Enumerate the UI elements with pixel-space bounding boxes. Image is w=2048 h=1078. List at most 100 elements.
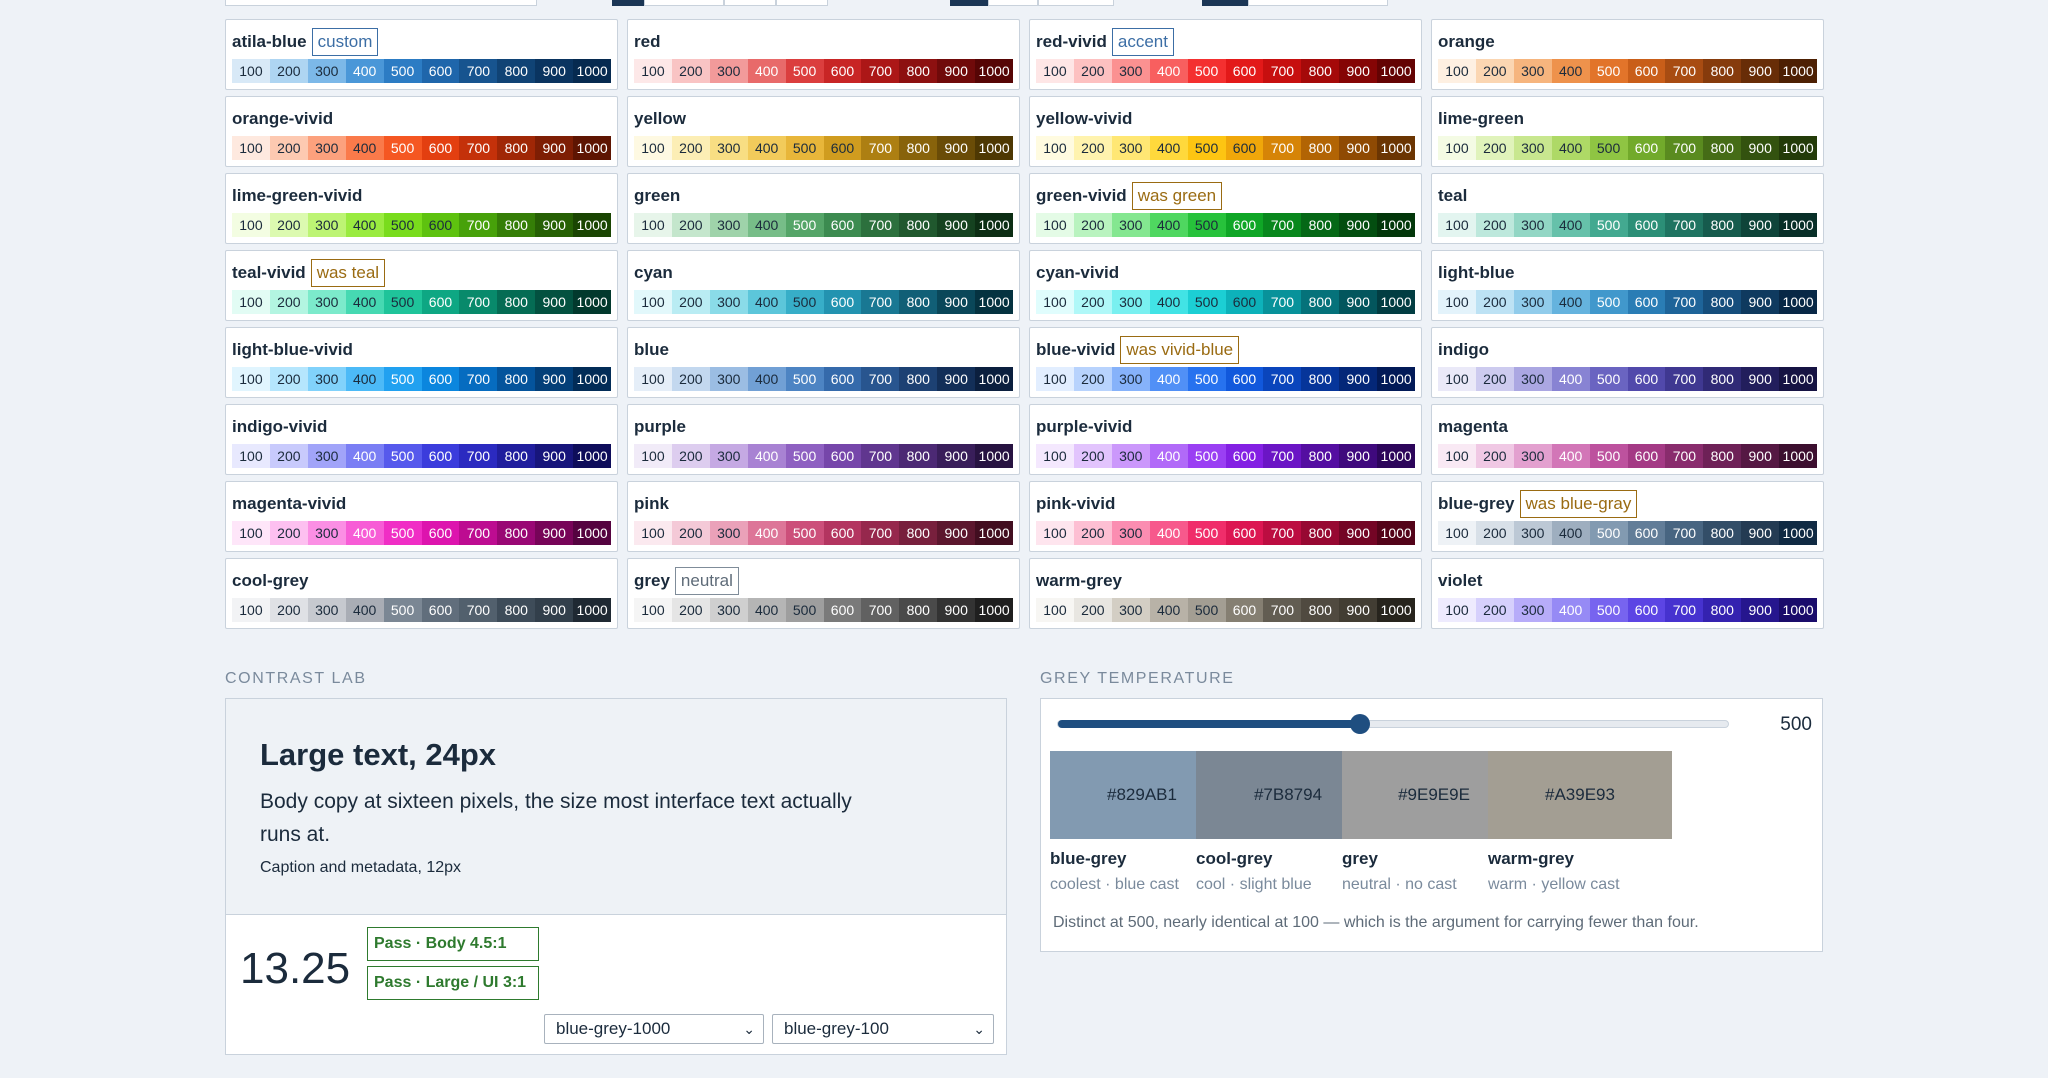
swatch-teal-vivid-1000[interactable]: 1000 [573, 290, 612, 314]
swatch-green-500[interactable]: 500 [785, 213, 824, 237]
swatch-grey-500[interactable]: 500 [785, 598, 824, 622]
swatch-orange-700[interactable]: 700 [1665, 59, 1704, 83]
segment-fragment[interactable] [1248, 0, 1388, 6]
swatch-cool-grey-700[interactable]: 700 [459, 598, 498, 622]
swatch-pink-vivid-100[interactable]: 100 [1036, 521, 1074, 545]
swatch-indigo-600[interactable]: 600 [1627, 367, 1666, 391]
swatch-lime-green-vivid-400[interactable]: 400 [345, 213, 384, 237]
swatch-green-1000[interactable]: 1000 [975, 213, 1014, 237]
palette-card-cyan-vivid[interactable]: cyan-vivid 100 200 300 400 500 600 700 800 900 100… [1029, 250, 1422, 321]
swatch-pink-vivid-700[interactable]: 700 [1263, 521, 1302, 545]
swatch-cyan-vivid-900[interactable]: 900 [1339, 290, 1378, 314]
swatch-red-vivid-200[interactable]: 200 [1073, 59, 1112, 83]
swatch-cool-grey-500[interactable]: 500 [383, 598, 422, 622]
palette-card-light-blue-vivid[interactable]: light-blue-vivid 100 200 300 400 500 600 700 800… [225, 327, 618, 398]
swatch-yellow-700[interactable]: 700 [861, 136, 900, 160]
swatch-cyan-800[interactable]: 800 [899, 290, 938, 314]
swatch-indigo-vivid-700[interactable]: 700 [459, 444, 498, 468]
swatch-light-blue-vivid-700[interactable]: 700 [459, 367, 498, 391]
swatch-purple-800[interactable]: 800 [899, 444, 938, 468]
swatch-cyan-vivid-500[interactable]: 500 [1187, 290, 1226, 314]
swatch-grey-800[interactable]: 800 [899, 598, 938, 622]
swatch-purple-300[interactable]: 300 [709, 444, 748, 468]
palette-card-red-vivid[interactable]: red-vivid accent 100 200 300 400 500 600 700 800 9… [1029, 19, 1422, 90]
swatch-orange-vivid-200[interactable]: 200 [269, 136, 308, 160]
swatch-cyan-vivid-300[interactable]: 300 [1111, 290, 1150, 314]
swatch-pink-vivid-200[interactable]: 200 [1073, 521, 1112, 545]
swatch-teal-vivid-100[interactable]: 100 [232, 290, 270, 314]
swatch-orange-vivid-1000[interactable]: 1000 [573, 136, 612, 160]
swatch-pink-500[interactable]: 500 [785, 521, 824, 545]
swatch-warm-grey-400[interactable]: 400 [1149, 598, 1188, 622]
swatch-atila-blue-700[interactable]: 700 [459, 59, 498, 83]
swatch-indigo-vivid-200[interactable]: 200 [269, 444, 308, 468]
swatch-blue-grey-700[interactable]: 700 [1665, 521, 1704, 545]
swatch-indigo-400[interactable]: 400 [1551, 367, 1590, 391]
swatch-indigo-900[interactable]: 900 [1741, 367, 1780, 391]
segment-fragment[interactable] [776, 0, 828, 6]
swatch-teal-700[interactable]: 700 [1665, 213, 1704, 237]
swatch-indigo-vivid-500[interactable]: 500 [383, 444, 422, 468]
swatch-teal-200[interactable]: 200 [1475, 213, 1514, 237]
swatch-violet-600[interactable]: 600 [1627, 598, 1666, 622]
swatch-warm-grey-900[interactable]: 900 [1339, 598, 1378, 622]
swatch-atila-blue-600[interactable]: 600 [421, 59, 460, 83]
swatch-teal-vivid-900[interactable]: 900 [535, 290, 574, 314]
palette-card-cyan[interactable]: cyan 100 200 300 400 500 600 700 800 900 1000 [627, 250, 1020, 321]
palette-card-blue-vivid[interactable]: blue-vivid was vivid-blue 100 200 300 400 500 6… [1029, 327, 1422, 398]
swatch-blue-vivid-300[interactable]: 300 [1111, 367, 1150, 391]
palette-card-indigo[interactable]: indigo 100 200 300 400 500 600 700 800 900 1000 [1431, 327, 1824, 398]
swatch-indigo-200[interactable]: 200 [1475, 367, 1514, 391]
swatch-magenta-100[interactable]: 100 [1438, 444, 1476, 468]
swatch-pink-vivid-400[interactable]: 400 [1149, 521, 1188, 545]
swatch-green-vivid-1000[interactable]: 1000 [1377, 213, 1416, 237]
swatch-red-500[interactable]: 500 [785, 59, 824, 83]
swatch-red-vivid-800[interactable]: 800 [1301, 59, 1340, 83]
swatch-teal-vivid-500[interactable]: 500 [383, 290, 422, 314]
swatch-violet-300[interactable]: 300 [1513, 598, 1552, 622]
swatch-grey-200[interactable]: 200 [671, 598, 710, 622]
swatch-cool-grey-800[interactable]: 800 [497, 598, 536, 622]
swatch-pink-600[interactable]: 600 [823, 521, 862, 545]
swatch-yellow-300[interactable]: 300 [709, 136, 748, 160]
swatch-purple-200[interactable]: 200 [671, 444, 710, 468]
swatch-purple-vivid-1000[interactable]: 1000 [1377, 444, 1416, 468]
swatch-indigo-800[interactable]: 800 [1703, 367, 1742, 391]
palette-card-pink[interactable]: pink 100 200 300 400 500 600 700 800 900 1000 [627, 481, 1020, 552]
palette-card-magenta[interactable]: magenta 100 200 300 400 500 600 700 800 900 1000 [1431, 404, 1824, 475]
swatch-atila-blue-1000[interactable]: 1000 [573, 59, 612, 83]
swatch-cyan-vivid-100[interactable]: 100 [1036, 290, 1074, 314]
swatch-blue-grey-100[interactable]: 100 [1438, 521, 1476, 545]
swatch-grey-900[interactable]: 900 [937, 598, 976, 622]
swatch-yellow-200[interactable]: 200 [671, 136, 710, 160]
background-select[interactable]: blue-grey-100 ⌄ [772, 1014, 994, 1044]
swatch-green-800[interactable]: 800 [899, 213, 938, 237]
swatch-cool-grey-300[interactable]: 300 [307, 598, 346, 622]
swatch-pink-900[interactable]: 900 [937, 521, 976, 545]
swatch-purple-vivid-600[interactable]: 600 [1225, 444, 1264, 468]
swatch-purple-400[interactable]: 400 [747, 444, 786, 468]
swatch-magenta-vivid-800[interactable]: 800 [497, 521, 536, 545]
swatch-cyan-200[interactable]: 200 [671, 290, 710, 314]
swatch-grey-300[interactable]: 300 [709, 598, 748, 622]
swatch-warm-grey-800[interactable]: 800 [1301, 598, 1340, 622]
swatch-magenta-vivid-600[interactable]: 600 [421, 521, 460, 545]
swatch-magenta-vivid-1000[interactable]: 1000 [573, 521, 612, 545]
swatch-red-200[interactable]: 200 [671, 59, 710, 83]
swatch-blue-1000[interactable]: 1000 [975, 367, 1014, 391]
swatch-magenta-300[interactable]: 300 [1513, 444, 1552, 468]
swatch-blue-500[interactable]: 500 [785, 367, 824, 391]
foreground-select[interactable]: blue-grey-1000 ⌄ [544, 1014, 764, 1044]
swatch-magenta-vivid-900[interactable]: 900 [535, 521, 574, 545]
swatch-light-blue-vivid-1000[interactable]: 1000 [573, 367, 612, 391]
palette-card-violet[interactable]: violet 100 200 300 400 500 600 700 800 900 1000 [1431, 558, 1824, 629]
swatch-blue-vivid-100[interactable]: 100 [1036, 367, 1074, 391]
palette-card-yellow[interactable]: yellow 100 200 300 400 500 600 700 800 900 1000 [627, 96, 1020, 167]
swatch-purple-vivid-800[interactable]: 800 [1301, 444, 1340, 468]
swatch-red-vivid-300[interactable]: 300 [1111, 59, 1150, 83]
palette-card-purple[interactable]: purple 100 200 300 400 500 600 700 800 900 1000 [627, 404, 1020, 475]
swatch-atila-blue-900[interactable]: 900 [535, 59, 574, 83]
swatch-blue-400[interactable]: 400 [747, 367, 786, 391]
palette-card-grey[interactable]: grey neutral 100 200 300 400 500 600 700 800 900 10… [627, 558, 1020, 629]
swatch-red-vivid-100[interactable]: 100 [1036, 59, 1074, 83]
